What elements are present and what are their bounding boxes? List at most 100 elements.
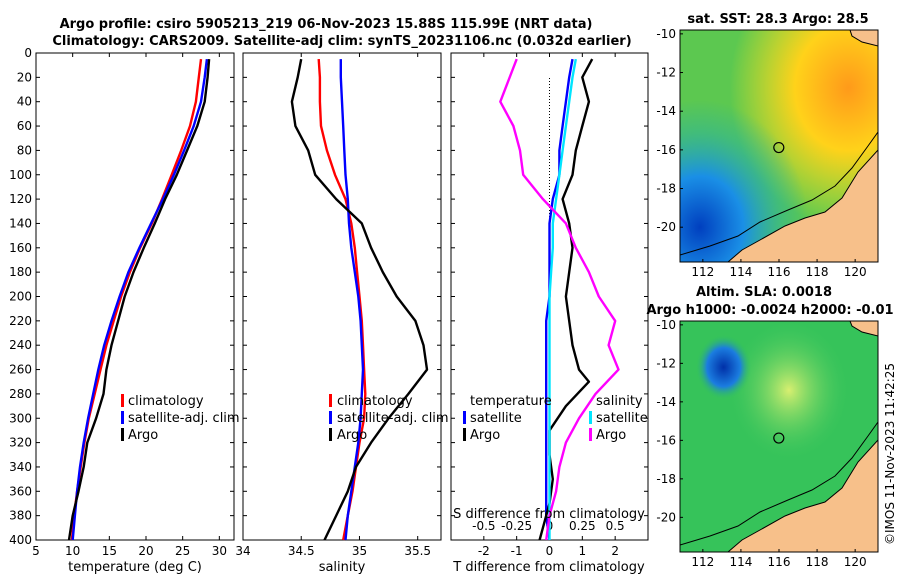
y-tick-label: 100 [9, 168, 32, 182]
legend-label-t-satellite: satellite [470, 411, 522, 426]
sla-y-tick-label: -16 [656, 433, 676, 447]
y-tick-label: 300 [9, 411, 32, 425]
y-tick-label: 220 [9, 314, 32, 328]
legend-swatch-s-satellite [589, 411, 592, 424]
sla-bathymetry-line [680, 421, 878, 546]
salinity-plot-frame [242, 52, 442, 541]
x-tick-label: 34.5 [288, 544, 315, 558]
salinity-legend: climatology satellite-adj. clim Argo [329, 394, 449, 443]
y-tick-label: 140 [9, 216, 32, 230]
sla-map [680, 321, 878, 552]
y-tick-label: 240 [9, 338, 32, 352]
y-tick-label: 360 [9, 484, 32, 498]
sst-x-tick-label: 116 [768, 265, 791, 279]
legend-title-temperature: temperature [470, 394, 552, 409]
sst-land-north [849, 30, 878, 47]
figure-title-line1: Argo profile: csiro 5905213_219 06-Nov-2… [60, 17, 593, 32]
y-tick-label: 120 [9, 192, 32, 206]
sla-y-tick-label: -10 [656, 318, 676, 332]
sst-y-tick-label: -10 [656, 27, 676, 41]
series-line-satellite-adj-clim [71, 58, 209, 541]
sla-land-north [849, 321, 878, 337]
difference-xlabel: T difference from climatology [452, 560, 645, 575]
x-tick-label: 35 [352, 544, 367, 558]
figure-title-line2: Climatology: CARS2009. Satellite-adj cli… [52, 34, 631, 49]
s-tick-label: -0.25 [501, 519, 532, 533]
difference-legend: temperature satellite Argo salinity sate… [463, 394, 648, 443]
sla-y-tick-label: -20 [656, 510, 676, 524]
x-tick-label: 1 [579, 544, 587, 558]
legend-swatch-t-satellite [463, 411, 466, 424]
sst-y-tick-label: -14 [656, 104, 676, 118]
legend-swatch-argo [329, 428, 332, 441]
x-tick-label: 20 [138, 544, 153, 558]
sla-x-tick-label: 116 [768, 555, 791, 569]
y-tick-label: 180 [9, 265, 32, 279]
salinity-xlabel: salinity [319, 560, 366, 575]
x-tick-label: -1 [511, 544, 523, 558]
series-line-satellite-adj-clim [339, 59, 365, 541]
sla-map-title-line1: Altim. SLA: 0.0018 [696, 285, 832, 300]
y-tick-label: 260 [9, 363, 32, 377]
legend-label-s-satellite: satellite [596, 411, 648, 426]
sst-bathymetry-line [680, 131, 878, 256]
y-tick-label: 60 [17, 119, 32, 133]
legend-swatch-climatology [329, 394, 332, 407]
x-tick-label: -2 [478, 544, 490, 558]
legend-swatch-climatology [121, 394, 124, 407]
sla-land [727, 439, 878, 552]
x-tick-label: 0 [546, 544, 554, 558]
legend-swatch-t-argo [463, 428, 466, 441]
legend-label-argo: Argo [128, 428, 158, 443]
sla-x-tick-label: 114 [729, 555, 752, 569]
y-tick-label: 200 [9, 290, 32, 304]
y-tick-label: 340 [9, 460, 32, 474]
series-line-argo [67, 59, 211, 541]
sst-y-tick-label: -20 [656, 220, 676, 234]
series-line-t-argo [538, 58, 594, 541]
y-tick-label: 80 [17, 143, 32, 157]
sla-x-tick-label: 112 [691, 555, 714, 569]
sst-land [727, 149, 878, 262]
x-tick-label: 5 [32, 544, 40, 558]
sla-y-tick-label: -12 [656, 356, 676, 370]
temperature-plot-frame [35, 52, 235, 541]
sst-x-tick-label: 112 [691, 265, 714, 279]
legend-label-satellite: satellite-adj. clim [128, 411, 240, 426]
difference-s-xlabel: S difference from climatology [453, 507, 645, 522]
sla-map-title-line2: Argo h1000: -0.0024 h2000: -0.01 [646, 303, 893, 318]
temperature-xlabel: temperature (deg C) [68, 560, 202, 575]
x-tick-label: 15 [102, 544, 117, 558]
legend-swatch-satellite [121, 411, 124, 424]
sst-x-tick-label: 114 [729, 265, 752, 279]
legend-title-salinity: salinity [596, 394, 643, 409]
series-line-s-argo [499, 58, 620, 541]
legend-label-t-argo: Argo [470, 428, 500, 443]
sst-y-tick-label: -16 [656, 143, 676, 157]
sla-y-tick-label: -18 [656, 472, 676, 486]
y-tick-label: 380 [9, 509, 32, 523]
legend-swatch-satellite [329, 411, 332, 424]
sst-x-tick-label: 118 [806, 265, 829, 279]
sla-y-tick-label: -14 [656, 395, 676, 409]
sst-map-title: sat. SST: 28.3 Argo: 28.5 [687, 12, 868, 27]
x-tick-label: 2 [611, 544, 619, 558]
x-tick-label: 25 [175, 544, 190, 558]
legend-label-argo: Argo [337, 428, 367, 443]
y-tick-label: 40 [17, 95, 32, 109]
sla-x-tick-label: 120 [844, 555, 867, 569]
y-tick-label: 280 [9, 387, 32, 401]
sla-x-tick-label: 118 [806, 555, 829, 569]
x-tick-label: 30 [212, 544, 227, 558]
y-tick-label: 0 [24, 46, 32, 60]
sst-x-tick-label: 120 [844, 265, 867, 279]
sla-argo-marker [773, 432, 785, 444]
s-tick-label: 0.25 [569, 519, 596, 533]
series-line-argo [290, 58, 429, 541]
x-tick-label: 35.5 [404, 544, 431, 558]
y-tick-label: 160 [9, 241, 32, 255]
series-line-s-satellite [548, 58, 577, 540]
legend-swatch-argo [121, 428, 124, 441]
sst-map [680, 30, 878, 262]
